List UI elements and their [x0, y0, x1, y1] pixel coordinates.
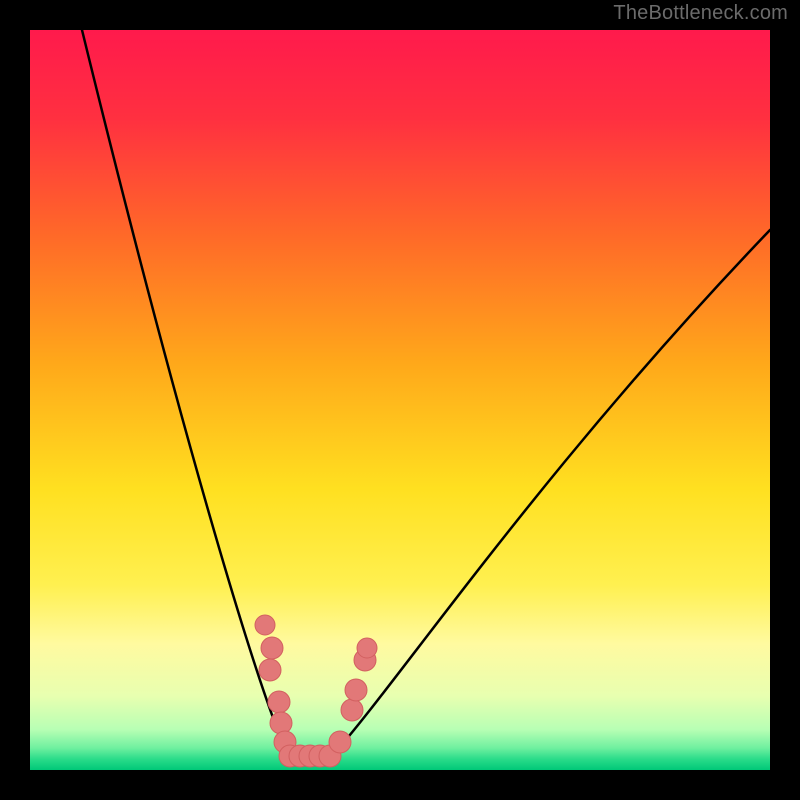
marker-dot	[329, 731, 351, 753]
marker-dot	[270, 712, 292, 734]
marker-dot	[341, 699, 363, 721]
plot-area	[0, 0, 800, 800]
marker-dot	[345, 679, 367, 701]
marker-dot	[261, 637, 283, 659]
marker-dot	[255, 615, 275, 635]
gradient-background	[30, 30, 770, 770]
chart-canvas: TheBottleneck.com	[0, 0, 800, 800]
watermark-label: TheBottleneck.com	[613, 2, 788, 25]
marker-dot	[357, 638, 377, 658]
plot-svg	[0, 0, 800, 800]
marker-dot	[268, 691, 290, 713]
marker-dot	[259, 659, 281, 681]
